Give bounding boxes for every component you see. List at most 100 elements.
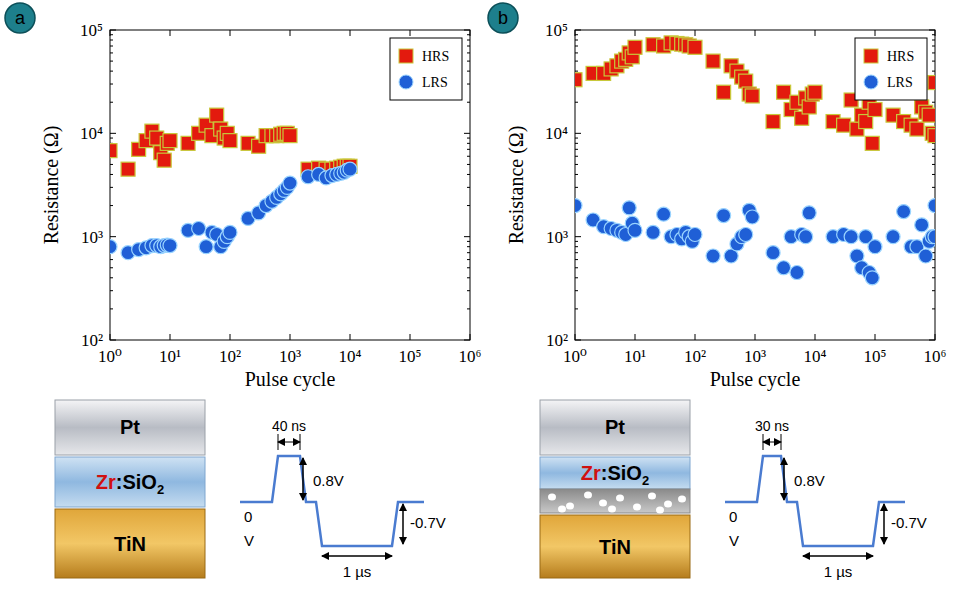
x-tick <box>755 30 756 36</box>
x-tick <box>695 30 696 36</box>
y-tick <box>110 30 116 31</box>
minor-tick <box>467 52 470 53</box>
plot-frame <box>575 30 935 340</box>
minor-tick <box>467 84 470 85</box>
minor-tick <box>110 277 113 278</box>
x-tick <box>875 30 876 36</box>
legend-label: LRS <box>422 75 448 90</box>
y-tick <box>575 236 581 237</box>
x-tick <box>170 334 171 340</box>
minor-tick <box>110 52 113 53</box>
lrs-point <box>628 223 642 237</box>
legend-swatch <box>864 49 878 63</box>
minor-tick <box>575 143 578 144</box>
device: PtZr:SiO2TiN <box>540 400 690 578</box>
x-tick <box>815 30 816 36</box>
minor-tick <box>932 290 935 291</box>
device: PtZr:SiO2TiN <box>55 400 205 578</box>
minor-tick <box>110 205 113 206</box>
minor-tick <box>575 252 578 253</box>
lrs-point <box>223 225 237 239</box>
minor-tick <box>110 102 113 103</box>
minor-tick <box>575 71 578 72</box>
minor-tick <box>110 164 113 165</box>
minor-tick <box>467 277 470 278</box>
lrs-point <box>919 249 933 263</box>
hrs-point <box>283 129 297 143</box>
minor-tick <box>575 164 578 165</box>
minor-tick <box>932 40 935 41</box>
minor-tick <box>467 164 470 165</box>
y-axis-title: Resistance (Ω) <box>40 126 63 245</box>
lrs-point <box>868 240 882 254</box>
hrs-point <box>808 85 822 99</box>
interlayer <box>540 489 690 513</box>
x-tick-label: 10⁴ <box>804 347 827 366</box>
minor-tick <box>467 138 470 139</box>
y-tick-label: 10⁵ <box>80 21 103 40</box>
panel: b10⁰10¹10²10³10⁴10⁵10⁶10²10³10⁴10⁵Pulse … <box>488 3 947 580</box>
hrs-point <box>121 162 135 176</box>
x-axis-title: Pulse cycle <box>710 368 801 391</box>
hrs-point <box>865 136 879 150</box>
host-sub: 2 <box>157 482 164 497</box>
minor-tick <box>932 308 935 309</box>
hrs-point <box>802 100 816 114</box>
vacancy-dot <box>648 493 656 500</box>
lrs-point <box>706 249 720 263</box>
dopant: Zr <box>96 471 116 493</box>
x-tick <box>230 30 231 36</box>
x-tick <box>290 30 291 36</box>
hrs-point <box>575 73 582 87</box>
vacancy-dot <box>548 494 556 501</box>
lrs-point <box>766 246 780 260</box>
lrs-point <box>283 176 297 190</box>
lrs-point <box>110 240 117 254</box>
minor-tick <box>110 174 113 175</box>
x-tick <box>350 30 351 36</box>
width-arrow <box>803 555 873 557</box>
lrs-point <box>777 261 791 275</box>
y-tick <box>929 340 935 341</box>
y-tick-label: 10² <box>546 331 568 350</box>
host: :SiO <box>116 471 157 493</box>
panel-label: b <box>498 8 508 28</box>
layer-label: Zr:SiO2 <box>581 462 649 488</box>
minor-tick <box>575 52 578 53</box>
minor-tick <box>932 46 935 47</box>
amp-arrow <box>402 504 404 544</box>
minor-tick <box>467 34 470 35</box>
x-tick <box>875 334 876 340</box>
minor-tick <box>932 71 935 72</box>
lrs-point <box>886 230 900 244</box>
lrs-point <box>199 240 213 254</box>
x-tick-label: 10¹ <box>159 347 181 366</box>
x-tick-label: 10⁵ <box>864 347 887 366</box>
hrs-point <box>739 74 753 88</box>
amp-arrow <box>883 504 885 544</box>
y-tick-label: 10³ <box>546 228 568 247</box>
minor-tick <box>932 102 935 103</box>
y-tick <box>110 133 116 134</box>
reset-width-label: 1 µs <box>824 563 853 580</box>
lrs-point <box>865 271 879 285</box>
x-tick <box>755 334 756 340</box>
waveform: 40 ns0.8V0V-0.7V1 µs <box>240 418 446 580</box>
minor-tick <box>467 308 470 309</box>
legend-label: HRS <box>422 49 449 64</box>
data-group <box>110 108 357 260</box>
plot-frame <box>110 30 470 340</box>
minor-tick <box>467 252 470 253</box>
amp-arrow <box>302 458 304 500</box>
minor-tick <box>932 174 935 175</box>
hrs-point <box>688 40 702 54</box>
vacancy-dot <box>558 506 566 513</box>
zero-unit-label: V <box>729 532 739 549</box>
hrs-point <box>766 115 780 129</box>
legend-label: HRS <box>887 49 914 64</box>
minor-tick <box>575 102 578 103</box>
minor-tick <box>467 290 470 291</box>
minor-tick <box>467 143 470 144</box>
y-tick <box>464 133 470 134</box>
minor-tick <box>467 46 470 47</box>
